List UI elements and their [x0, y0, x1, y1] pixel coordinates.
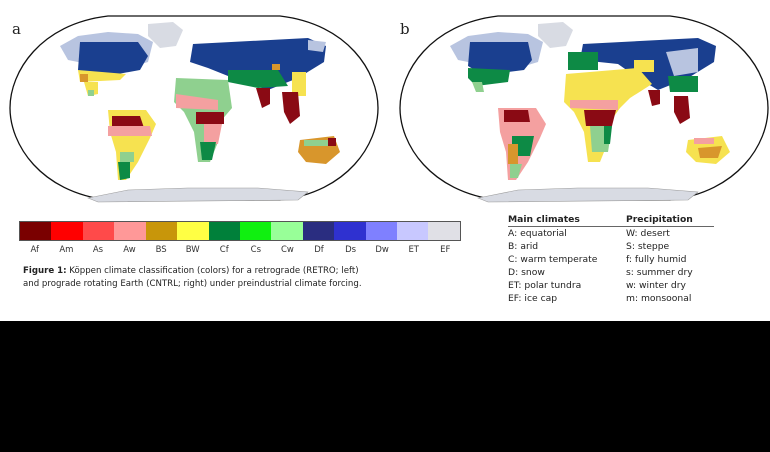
key-cell: W: desert [626, 228, 670, 239]
panel-label-a: a [12, 20, 21, 38]
black-background-region [0, 321, 770, 452]
key-cell: ET: polar tundra [508, 280, 582, 292]
key-cell: S: steppe [626, 241, 670, 253]
key-table-row: B: arid S: steppe [508, 240, 714, 253]
legend-label: ET [408, 245, 420, 255]
legend-label: Cw [280, 245, 294, 255]
key-cell: C: warm temperate [508, 254, 598, 266]
legend-swatch-am [51, 222, 83, 240]
map-panel-cntrl: b [390, 0, 770, 210]
header-precipitation: Precipitation [626, 214, 693, 225]
legend-label: BW [185, 245, 200, 255]
legend-swatch-af [20, 222, 52, 240]
legend-swatch-cf [208, 222, 240, 240]
legend-label: Ds [345, 245, 357, 255]
key-cell: f: fully humid [626, 254, 687, 266]
legend-label: Cf [219, 245, 229, 255]
legend-swatch-cw [271, 222, 303, 240]
koppen-legend-colorbar [19, 221, 461, 241]
legend-swatch-bs [145, 222, 178, 240]
legend-swatch-bw [177, 222, 209, 240]
legend-label: As [92, 245, 104, 255]
key-table-header: Main climates Precipitation [508, 214, 714, 227]
legend-swatch-et [397, 222, 429, 240]
legend-swatch-dw [365, 222, 398, 240]
figure-number: Figure 1: [23, 266, 67, 276]
koppen-map-cntrl [399, 15, 769, 203]
legend-label: Df [314, 245, 324, 255]
legend-swatch-cs [239, 222, 272, 240]
key-table-row: EF: ice cap m: monsoonal [508, 292, 714, 305]
key-table-row: A: equatorial W: desert [508, 227, 714, 240]
legend-swatch-ef [428, 222, 460, 240]
panel-label-b: b [400, 20, 410, 38]
map-panel-retro: a [0, 0, 385, 210]
key-cell: s: summer dry [626, 267, 693, 279]
climate-key-table: Main climates Precipitation A: equatoria… [508, 214, 714, 306]
legend-swatch-aw [114, 222, 146, 240]
key-cell: A: equatorial [508, 228, 567, 239]
legend-swatch-as [82, 222, 115, 240]
legend-label: Af [30, 245, 40, 255]
caption-line-1: Köppen climate classification (colors) f… [69, 266, 359, 276]
legend-swatch-df [302, 222, 335, 240]
legend-swatch-ds [334, 222, 366, 240]
key-cell: D: snow [508, 267, 545, 279]
key-cell: m: monsoonal [626, 293, 692, 305]
key-table-row: D: snow s: summer dry [508, 266, 714, 279]
figure-caption: Figure 1: Köppen climate classification … [23, 265, 443, 291]
legend-label: EF [440, 245, 451, 255]
caption-line-2: and prograde rotating Earth (CNTRL; righ… [23, 279, 362, 289]
key-table-row: ET: polar tundra w: winter dry [508, 279, 714, 292]
legend-label: Cs [250, 245, 262, 255]
legend-label: Dw [375, 245, 389, 255]
legend-label: Am [59, 245, 74, 255]
header-main-climates: Main climates [508, 214, 580, 225]
koppen-legend-labels: Af Am As Aw BS BW Cf Cs Cw Df Ds Dw ET E… [19, 245, 461, 255]
legend-label: BS [155, 245, 167, 255]
key-table-row: C: warm temperate f: fully humid [508, 253, 714, 266]
key-cell: w: winter dry [626, 280, 686, 292]
legend-label: Aw [123, 245, 136, 255]
koppen-map-retro [9, 15, 379, 203]
key-cell: EF: ice cap [508, 293, 558, 305]
key-cell: B: arid [508, 241, 539, 253]
